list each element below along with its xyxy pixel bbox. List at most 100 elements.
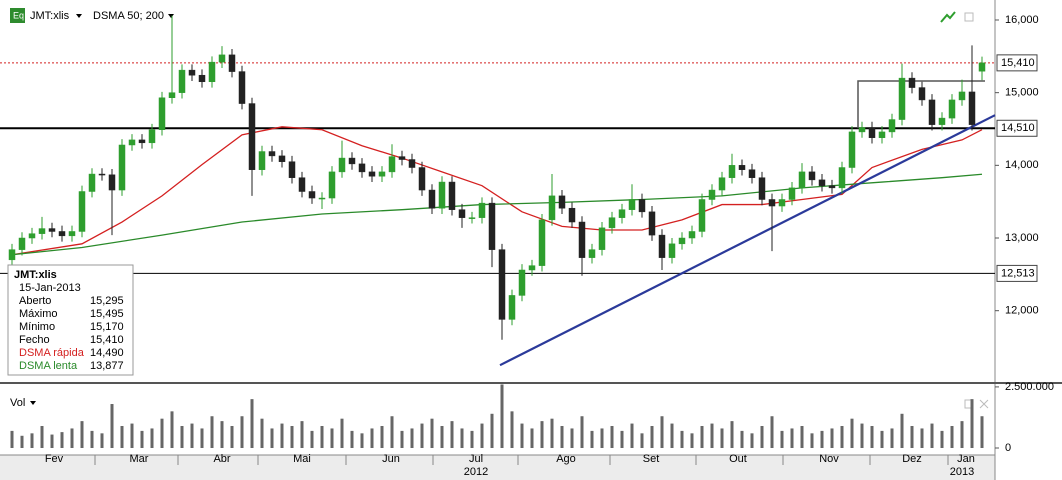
x-tick-label: Mar bbox=[130, 453, 149, 465]
dropdown-arrow[interactable] bbox=[30, 401, 36, 405]
candle-body bbox=[228, 54, 236, 72]
volume-bar bbox=[350, 430, 354, 448]
candle-body bbox=[448, 181, 456, 210]
volume-bar bbox=[250, 399, 254, 448]
volume-bar bbox=[360, 433, 364, 448]
volume-bar bbox=[690, 433, 694, 448]
candle-body bbox=[698, 199, 706, 232]
candle-body bbox=[718, 177, 726, 191]
candle-body bbox=[798, 171, 806, 189]
volume-bar bbox=[310, 430, 314, 448]
dropdown-arrow[interactable] bbox=[76, 14, 82, 18]
volume-bar bbox=[30, 433, 34, 448]
candle-body bbox=[598, 227, 606, 250]
dropdown-arrow[interactable] bbox=[168, 14, 174, 18]
candle-body bbox=[18, 237, 26, 250]
trend-icon[interactable] bbox=[940, 11, 956, 23]
candle-body bbox=[88, 173, 96, 192]
candle-body bbox=[78, 191, 86, 232]
candle-body bbox=[38, 228, 46, 234]
info-label: DSMA rápida bbox=[19, 347, 85, 359]
y-tick-label: 12,000 bbox=[1005, 305, 1039, 317]
candle-body bbox=[138, 139, 146, 144]
candle-body bbox=[98, 173, 106, 176]
x-tick-label: Mai bbox=[293, 453, 311, 465]
volume-bar bbox=[940, 430, 944, 448]
info-value: 15,410 bbox=[90, 334, 124, 346]
x-tick-label: Jul bbox=[469, 453, 483, 465]
candle-body bbox=[428, 189, 436, 209]
volume-bar bbox=[520, 423, 524, 448]
candle-body bbox=[268, 151, 276, 157]
volume-bar bbox=[580, 416, 584, 448]
candle-body bbox=[48, 228, 56, 232]
volume-bar bbox=[400, 430, 404, 448]
volume-bar bbox=[810, 433, 814, 448]
y-tick-label: 14,000 bbox=[1005, 159, 1039, 171]
x-tick-label: Fev bbox=[45, 453, 64, 465]
volume-bar bbox=[930, 423, 934, 448]
candle-body bbox=[648, 211, 656, 236]
volume-bar bbox=[880, 430, 884, 448]
candle-body bbox=[868, 127, 876, 138]
volume-bar bbox=[490, 413, 494, 448]
volume-bar bbox=[820, 430, 824, 448]
volume-bar bbox=[950, 426, 954, 448]
trend-line bbox=[499, 114, 996, 367]
candle-body bbox=[368, 171, 376, 177]
candle-body bbox=[628, 199, 636, 210]
volume-bar bbox=[120, 426, 124, 448]
candle-body bbox=[178, 69, 186, 93]
candle-body bbox=[668, 243, 676, 258]
volume-bar bbox=[300, 421, 304, 448]
volume-bar bbox=[220, 421, 224, 448]
symbol-icon[interactable] bbox=[10, 8, 25, 23]
candle-body bbox=[588, 249, 596, 258]
volume-bar bbox=[850, 418, 854, 448]
candle-body bbox=[918, 87, 926, 101]
volume-bar bbox=[140, 430, 144, 448]
symbol[interactable]: JMT:xlis bbox=[30, 10, 70, 22]
volume-bar bbox=[750, 433, 754, 448]
volume-bar bbox=[280, 423, 284, 448]
box-line bbox=[857, 80, 985, 129]
volume-bar bbox=[370, 428, 374, 448]
volume-bar bbox=[290, 426, 294, 448]
volume-bar bbox=[70, 428, 74, 448]
info-label: Máximo bbox=[19, 308, 58, 320]
close-icon[interactable] bbox=[979, 399, 989, 409]
info-value: 15,495 bbox=[90, 308, 124, 320]
candle-body bbox=[168, 92, 176, 98]
volume-bar bbox=[550, 418, 554, 448]
volume-bar bbox=[50, 434, 54, 448]
candle-body bbox=[568, 207, 576, 223]
volume-bar bbox=[510, 411, 514, 448]
candle-body bbox=[108, 174, 116, 191]
candle-body bbox=[158, 97, 166, 130]
volume-bar bbox=[960, 421, 964, 448]
info-box bbox=[7, 264, 134, 376]
candle-body bbox=[348, 157, 356, 165]
x-tick-label: Out bbox=[729, 453, 747, 465]
y-tick-label: 13,000 bbox=[1005, 232, 1039, 244]
volume-bar bbox=[760, 426, 764, 448]
volume-bar bbox=[450, 421, 454, 448]
volume-bar bbox=[410, 428, 414, 448]
candle-body bbox=[738, 165, 746, 170]
window-icon[interactable] bbox=[964, 12, 974, 22]
y-tick-label: 15,000 bbox=[1005, 87, 1039, 99]
volume-bar bbox=[660, 416, 664, 448]
volume-label[interactable]: Vol bbox=[10, 397, 25, 409]
candle-body bbox=[808, 171, 816, 181]
candle-body bbox=[248, 103, 256, 170]
indicator[interactable]: DSMA 50; 200 bbox=[93, 10, 164, 22]
candle-body bbox=[708, 189, 716, 200]
volume-bar bbox=[340, 418, 344, 448]
x-tick-label: Dez bbox=[902, 453, 922, 465]
volume-bar bbox=[210, 416, 214, 448]
candle-body bbox=[118, 144, 126, 191]
volume-bar bbox=[40, 426, 44, 448]
candle-body bbox=[608, 217, 616, 229]
volume-bar bbox=[320, 426, 324, 448]
x-tick-label: Nov bbox=[819, 453, 839, 465]
